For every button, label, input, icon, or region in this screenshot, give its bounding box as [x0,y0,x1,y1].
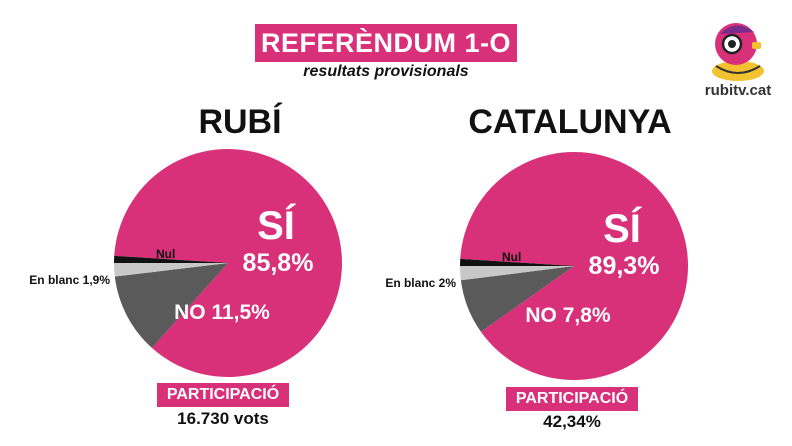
pie-label-no-catalunya: NO 7,8% [525,304,611,327]
pie-label-blanc-rubi: En blanc 1,9% [29,273,110,287]
page-subtitle: resultats provisionals [303,63,469,80]
chart-title-rubi: RUBÍ [198,103,282,141]
rubitv-logo-icon [712,23,764,81]
pie-slice-si-catalunya [460,152,689,381]
pie-label-no-rubi: NO 11,5% [174,301,270,324]
chart-title-catalunya: CATALUNYA [468,103,672,141]
participation-label-rubi: PARTICIPACIÓ [157,383,289,407]
pie-label-blanc-catalunya: En blanc 2% [385,276,456,290]
pie-slice-blanc-catalunya [460,266,574,281]
participation-label-catalunya: PARTICIPACIÓ [506,387,638,411]
pie-slice-nul-catalunya [460,258,574,266]
pie-slice-blanc-rubi [114,263,228,277]
logo-text: rubitv.cat [704,82,772,99]
pie-slice-no-catalunya [460,266,574,332]
page-title: REFERÈNDUM 1-O [255,24,517,62]
pie-value-si-catalunya: 89,3% [589,252,660,280]
pie-label-si-rubi: SÍ [257,203,296,248]
pie-slice-nul-rubi [114,255,228,263]
pie-slice-si-rubi [114,148,342,378]
pie-label-nul-rubi: Nul 1% [156,247,196,261]
participation-value-rubi: 16.730 vots [177,409,269,428]
pie-value-si-rubi: 85,8% [243,249,314,277]
pie-label-nul-catalunya: Nul 1% [502,250,542,264]
participation-value-catalunya: 42,34% [543,412,601,431]
pie-slice-no-rubi [114,263,228,348]
pie-label-si-catalunya: SÍ [603,206,642,251]
